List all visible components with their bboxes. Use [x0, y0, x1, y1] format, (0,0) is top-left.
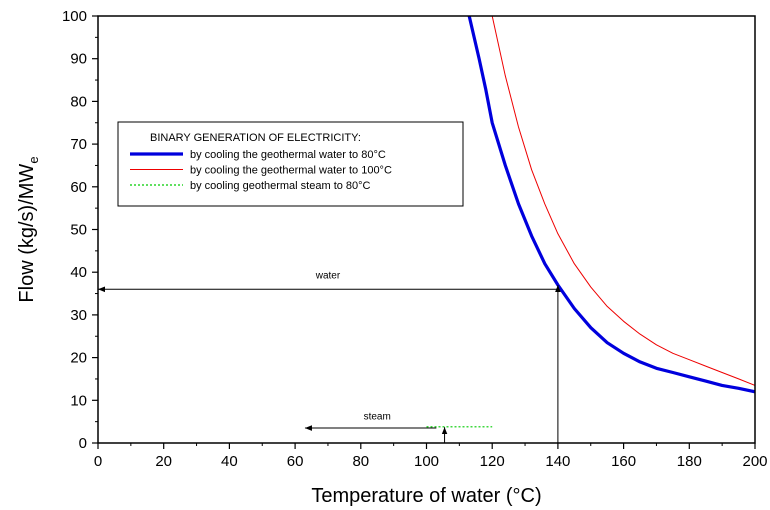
y-tick-label: 70 [70, 136, 87, 153]
tick-layer: 0 20 40 60 80 100 120 140 160 180 200 0 10 20 30 40 50 60… [62, 8, 768, 470]
x-tick-label: 60 [287, 453, 304, 470]
y-axis-title-main: Flow (kg/s)/MW [16, 164, 38, 303]
y-tick-label: 0 [79, 435, 87, 452]
series-line-2 [491, 16, 755, 386]
series-line-1 [467, 16, 755, 394]
annotation-layer: water steam [98, 271, 561, 443]
legend-label-2: by cooling the geothermal water to 100°C [190, 165, 392, 177]
legend-label-3: by cooling geothermal steam to 80°C [190, 180, 371, 192]
legend: BINARY GENERATION OF ELECTRICITY: by coo… [117, 121, 464, 207]
y-tick-label: 40 [70, 264, 87, 281]
legend-title: BINARY GENERATION OF ELECTRICITY: [150, 132, 361, 144]
y-tick-label: 20 [70, 350, 87, 367]
x-axis-title: Temperature of water (°C) [311, 485, 541, 507]
y-tick-label: 10 [70, 392, 87, 409]
x-tick-label: 140 [545, 453, 570, 470]
legend-label-1: by cooling the geothermal water to 80°C [190, 149, 386, 161]
legend-box [117, 121, 464, 207]
y-tick-label: 80 [70, 93, 87, 110]
series-layer [426, 16, 755, 428]
y-axis-title: Flow (kg/s)/MWe [16, 156, 41, 302]
y-tick-label: 60 [70, 179, 87, 196]
y-tick-label: 90 [70, 51, 87, 68]
x-tick-label: 100 [414, 453, 439, 470]
x-tick-label: 0 [94, 453, 102, 470]
annotation-label-water: water [315, 271, 341, 282]
annotation-label-steam: steam [364, 412, 391, 423]
y-tick-label: 30 [70, 307, 87, 324]
x-tick-label: 120 [480, 453, 505, 470]
x-tick-label: 160 [611, 453, 636, 470]
y-axis-title-subscript: e [26, 156, 41, 163]
y-tick-label: 100 [62, 8, 87, 25]
y-tick-label: 50 [70, 222, 87, 239]
x-tick-label: 200 [742, 453, 767, 470]
plot-frame [97, 15, 756, 444]
x-tick-label: 40 [221, 453, 238, 470]
x-tick-label: 180 [677, 453, 702, 470]
legend-entries: by cooling the geothermal water to 80°C b… [130, 149, 392, 192]
x-tick-label: 80 [352, 453, 369, 470]
x-tick-label: 20 [155, 453, 172, 470]
